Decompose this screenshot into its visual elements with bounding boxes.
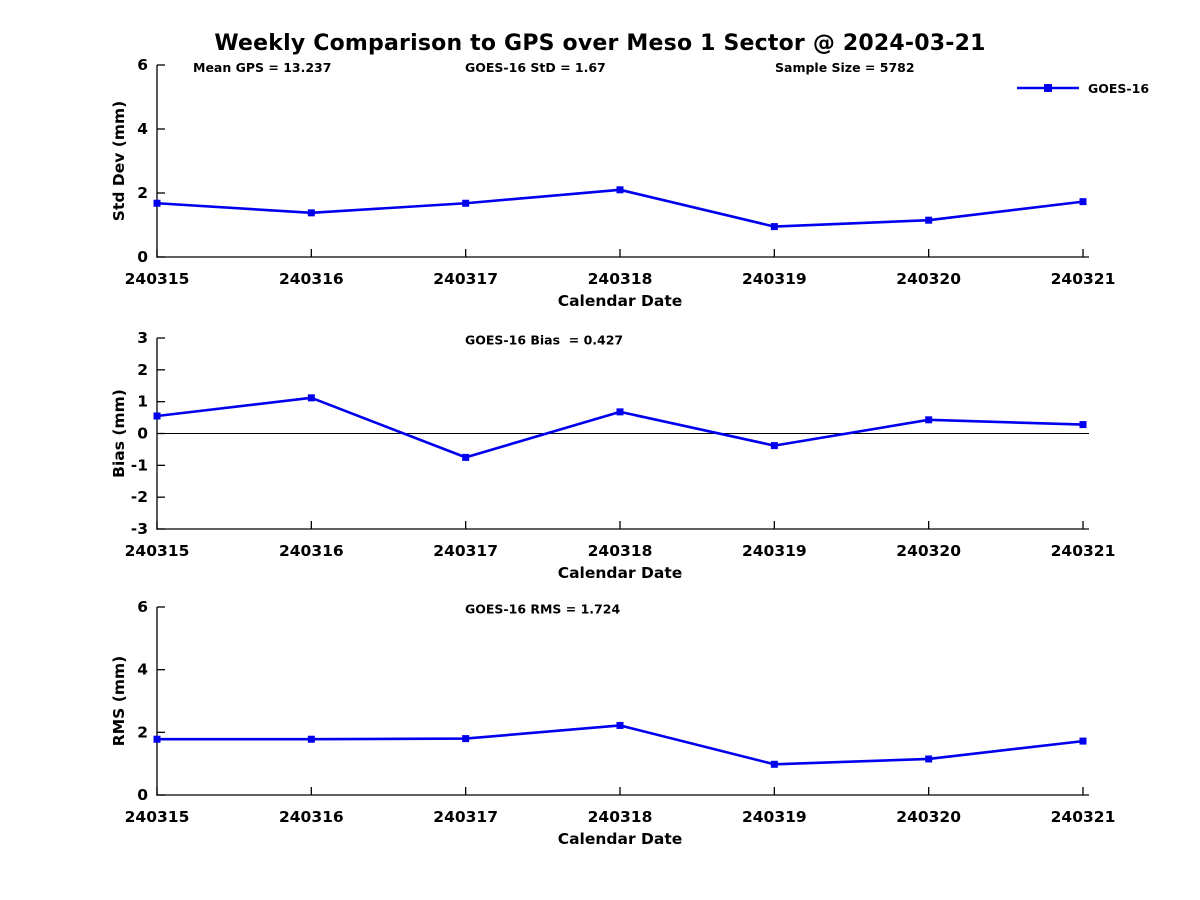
- x-axis-label: Calendar Date: [558, 830, 683, 848]
- x-tick-label: 240321: [1051, 270, 1116, 288]
- subplot-title: GOES-16 Bias = 0.427: [465, 333, 623, 348]
- y-tick-label: 0: [137, 786, 148, 804]
- x-tick-label: 240317: [433, 542, 498, 560]
- data-point: [770, 442, 778, 450]
- data-point: [616, 408, 624, 416]
- data-point: [1079, 198, 1087, 206]
- y-tick-label: -1: [131, 456, 148, 474]
- data-point: [770, 760, 778, 768]
- x-tick-label: 240315: [125, 542, 190, 560]
- y-tick-label: 0: [137, 425, 148, 443]
- subplot-rms: 0 2 4 6 240315 240316 240317 240318 240319 240320…: [110, 598, 1115, 848]
- data-point: [307, 735, 315, 743]
- x-tick-label: 240315: [125, 808, 190, 826]
- x-tick-label: 240321: [1051, 542, 1116, 560]
- y-tick-label: 3: [137, 329, 148, 347]
- data-point: [925, 416, 933, 424]
- y-tick-label: 1: [137, 393, 148, 411]
- y-tick-label: -2: [131, 488, 148, 506]
- y-tick-label: 4: [137, 661, 148, 679]
- x-tick-label: 240316: [279, 808, 344, 826]
- y-axis-label: RMS (mm): [110, 656, 128, 746]
- x-tick-label: 240319: [742, 270, 807, 288]
- x-tick-label: 240316: [279, 270, 344, 288]
- x-tick-label: 240317: [433, 808, 498, 826]
- data-point: [153, 735, 161, 743]
- annotation-goes16-std: GOES-16 StD = 1.67: [465, 60, 606, 75]
- data-point: [925, 216, 933, 224]
- data-line: [156, 188, 1084, 228]
- x-tick-label: 240316: [279, 542, 344, 560]
- y-tick-label: 2: [137, 361, 148, 379]
- data-point: [1079, 421, 1087, 429]
- x-axis-label: Calendar Date: [558, 564, 683, 582]
- y-axis-label: Bias (mm): [110, 389, 128, 478]
- data-point: [153, 412, 161, 420]
- y-tick-label: -3: [131, 520, 148, 538]
- data-point: [1079, 737, 1087, 745]
- data-line: [157, 724, 1084, 766]
- x-tick-label: 240319: [742, 808, 807, 826]
- y-tick-label: 2: [137, 184, 148, 202]
- y-axis-label: Std Dev (mm): [110, 101, 128, 221]
- data-point: [616, 721, 624, 729]
- subplot-title: GOES-16 RMS = 1.724: [465, 602, 620, 617]
- legend-label: GOES-16: [1088, 80, 1150, 96]
- legend-line-marker-icon: [1017, 84, 1079, 92]
- data-point: [616, 186, 624, 194]
- x-tick-label: 240315: [125, 270, 190, 288]
- subplot-bias: 3 2 1 0 -1 -2 -3 240315 240316 240317 240318 240319…: [110, 329, 1115, 582]
- y-tick-label: 4: [137, 120, 148, 138]
- data-point: [925, 755, 933, 763]
- x-tick-label: 240320: [896, 542, 961, 560]
- x-tick-label: 240317: [433, 270, 498, 288]
- legend: GOES-16: [1016, 80, 1149, 96]
- y-tick-label: 2: [137, 723, 148, 741]
- data-point: [462, 453, 470, 461]
- x-tick-label: 240320: [896, 808, 961, 826]
- data-point: [462, 735, 470, 743]
- x-tick-label: 240318: [588, 542, 653, 560]
- data-point: [307, 209, 315, 217]
- annotation-sample-size: Sample Size = 5782: [775, 60, 915, 75]
- annotation-mean-gps: Mean GPS = 13.237: [193, 60, 332, 75]
- x-tick-label: 240319: [742, 542, 807, 560]
- x-tick-label: 240318: [588, 808, 653, 826]
- y-tick-label: 6: [137, 56, 148, 74]
- figure-title: Weekly Comparison to GPS over Meso 1 Sec…: [214, 31, 986, 56]
- x-tick-label: 240320: [896, 270, 961, 288]
- data-point: [153, 199, 161, 207]
- x-tick-label: 240321: [1051, 808, 1116, 826]
- y-tick-label: 0: [137, 248, 148, 266]
- x-tick-label: 240318: [588, 270, 653, 288]
- y-tick-label: 6: [137, 598, 148, 616]
- data-point: [770, 223, 778, 231]
- data-point: [462, 199, 470, 207]
- x-axis-label: Calendar Date: [558, 292, 683, 310]
- data-point: [307, 394, 315, 402]
- data-line: [156, 396, 1084, 459]
- subplot-stddev: 0 2 4 6 240315 240316 240317 240318 240319 240320…: [110, 56, 1115, 310]
